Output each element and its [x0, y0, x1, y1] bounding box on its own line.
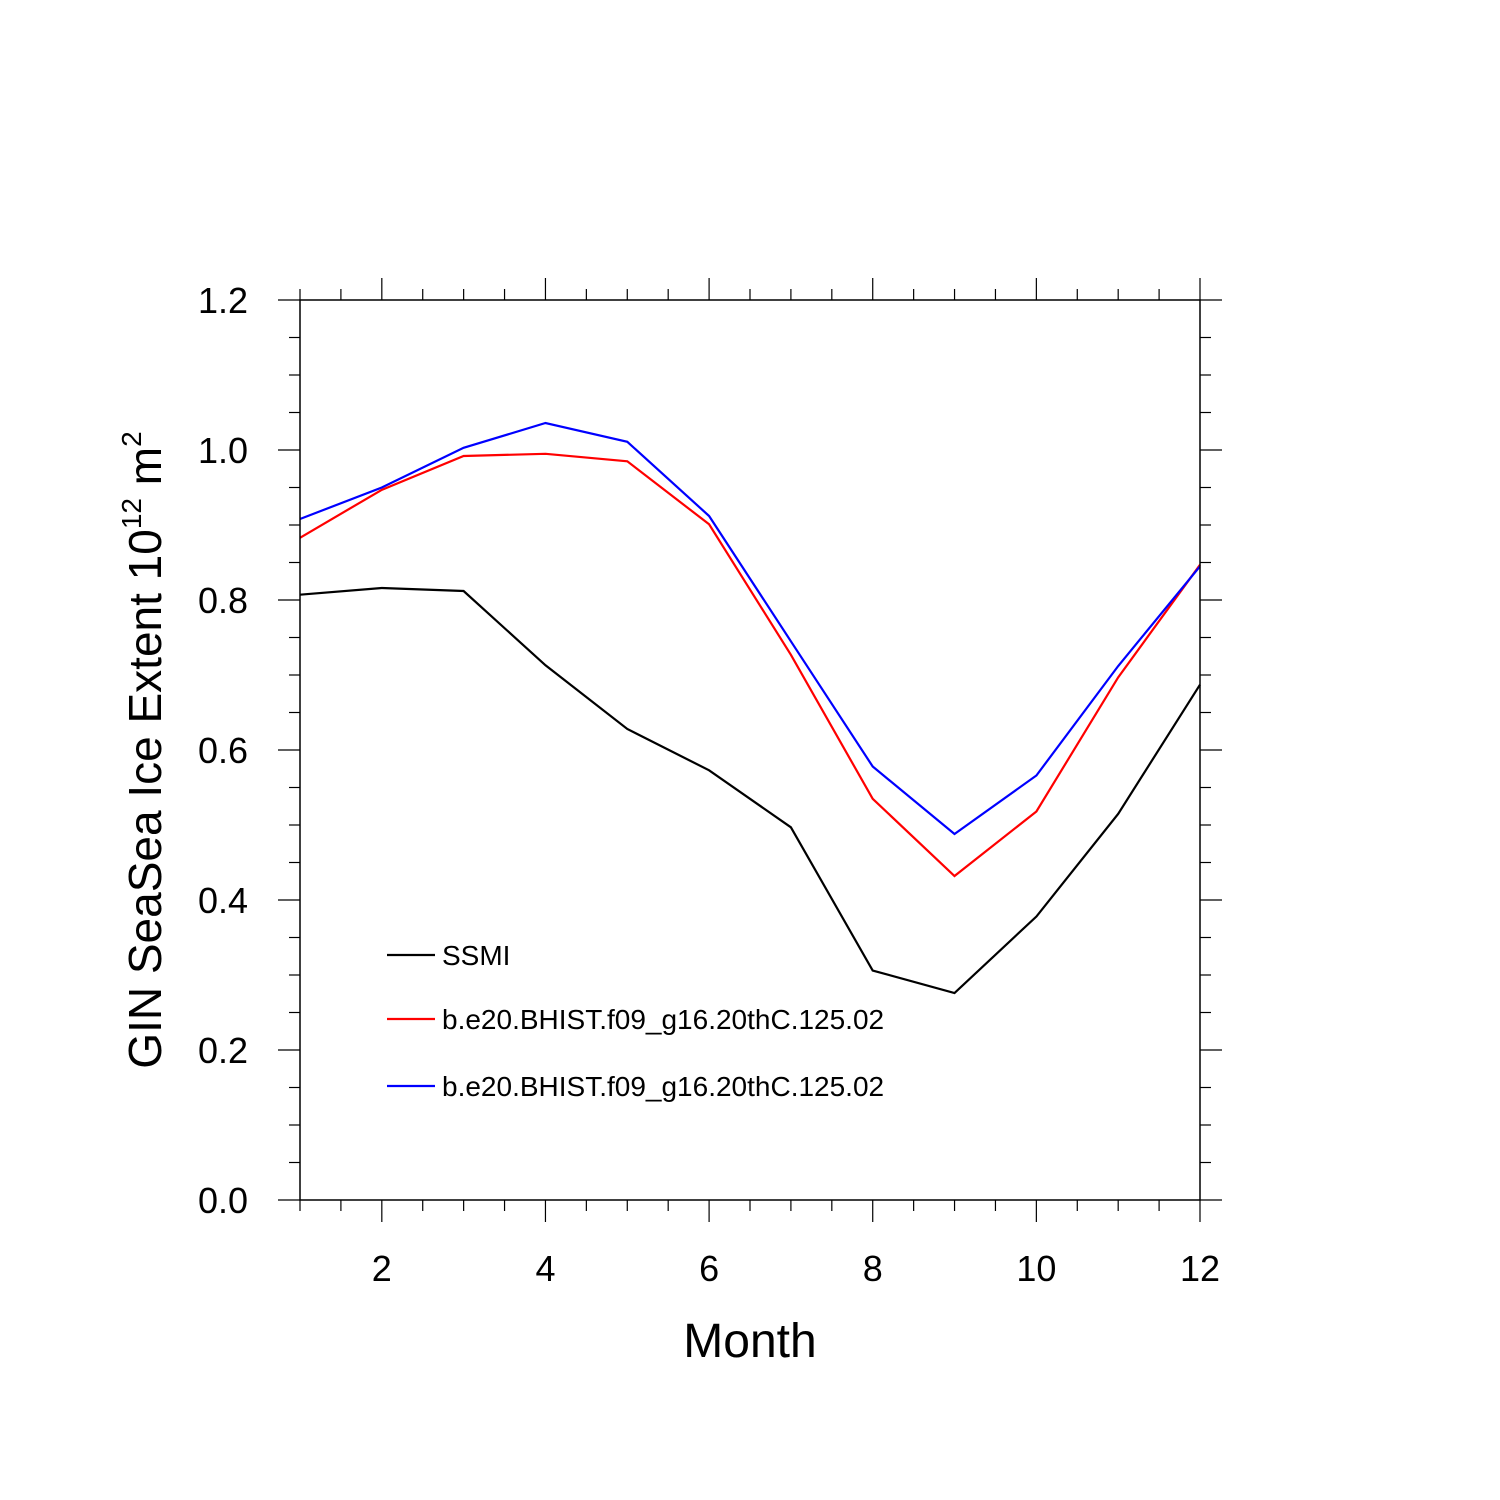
y-axis-title-main: GIN SeaSea Ice Extent 10	[119, 529, 171, 1069]
x-tick-label: 12	[1180, 1248, 1220, 1289]
x-tick-label: 8	[863, 1248, 883, 1289]
legend-label-2: b.e20.BHIST.f09_g16.20thC.125.02	[442, 1004, 884, 1035]
x-tick-label: 6	[699, 1248, 719, 1289]
legend-label-1: SSMI	[442, 940, 510, 971]
tick-marks	[278, 278, 1222, 1222]
legend-label-3: b.e20.BHIST.f09_g16.20thC.125.02	[442, 1071, 884, 1102]
y-axis-title-exponent: 12	[116, 498, 147, 529]
y-tick-label: 0.6	[198, 730, 248, 771]
y-tick-label: 1.2	[198, 280, 248, 321]
x-tick-label: 10	[1016, 1248, 1056, 1289]
y-tick-label: 0.2	[198, 1030, 248, 1071]
series-line-2	[299, 452, 1201, 878]
x-tick-label: 2	[372, 1248, 392, 1289]
y-tick-label: 1.0	[198, 430, 248, 471]
y-axis-title-unit: m	[119, 447, 171, 498]
y-tick-label: 0.4	[198, 880, 248, 921]
x-tick-label: 4	[535, 1248, 555, 1289]
y-axis-title-unit-exponent: 2	[116, 431, 147, 447]
plot-frame	[299, 299, 1201, 1201]
series-line-1	[299, 586, 1201, 995]
tick-labels: 2 4 6 8 10 12 0.0 0.2 0.4 0.6 0.8 1.0 1.2	[198, 280, 1220, 1289]
legend: SSMI b.e20.BHIST.f09_g16.20thC.125.02 b.e2…	[387, 940, 884, 1102]
data-series	[299, 421, 1201, 995]
series-line-3	[299, 421, 1201, 836]
y-tick-label: 0.8	[198, 580, 248, 621]
y-tick-label: 0.0	[198, 1180, 248, 1221]
x-axis-title: Month	[683, 1315, 816, 1368]
y-axis-title: GIN SeaSea Ice Extent 1012 m2	[116, 431, 171, 1068]
